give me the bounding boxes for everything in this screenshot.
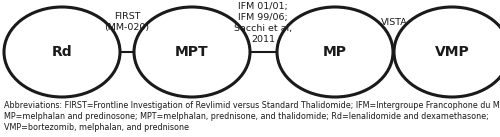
Ellipse shape bbox=[134, 7, 250, 97]
Text: VISTA: VISTA bbox=[380, 18, 407, 27]
Text: VMP: VMP bbox=[434, 45, 470, 59]
Text: Rd: Rd bbox=[52, 45, 72, 59]
Ellipse shape bbox=[394, 7, 500, 97]
Ellipse shape bbox=[4, 7, 120, 97]
Text: Abbreviations: FIRST=Frontline Investigation of Revlimid versus Standard Thalido: Abbreviations: FIRST=Frontline Investiga… bbox=[4, 100, 500, 132]
Text: FIRST
(MM-020): FIRST (MM-020) bbox=[104, 12, 150, 32]
Text: MPT: MPT bbox=[175, 45, 209, 59]
Text: MP: MP bbox=[323, 45, 347, 59]
Ellipse shape bbox=[277, 7, 393, 97]
Text: IFM 01/01;
IFM 99/06;
Sacchi et al,
2011: IFM 01/01; IFM 99/06; Sacchi et al, 2011 bbox=[234, 2, 292, 44]
